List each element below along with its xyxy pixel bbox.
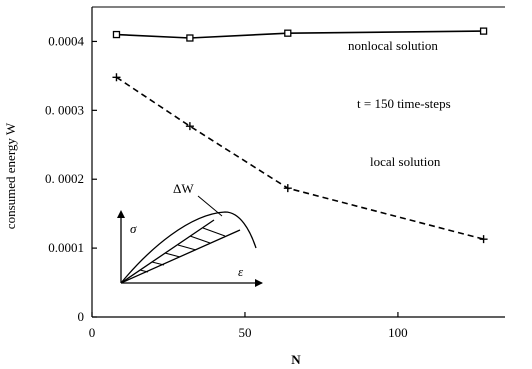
x-tick-label: 100 xyxy=(388,325,408,340)
local-solution-label: local solution xyxy=(370,154,441,169)
y-tick-label: 0. 0003 xyxy=(45,102,84,117)
plot-frame xyxy=(91,6,505,318)
timesteps-label: t = 150 time-steps xyxy=(357,96,451,111)
inset-upper-line xyxy=(120,219,215,284)
y-tick-label: 0 xyxy=(78,309,85,324)
inset-epsilon-label: ε xyxy=(238,264,244,279)
nonlocal-solution-point xyxy=(112,30,121,39)
x-ticks: 0 50 100 xyxy=(89,312,408,340)
x-tick-label: 50 xyxy=(238,325,251,340)
inset-hatching xyxy=(139,227,226,273)
x-axis-label: N xyxy=(291,352,301,367)
inset-epsilon-arrowhead xyxy=(255,279,263,287)
y-axis-label: consumed energy W xyxy=(3,122,18,229)
y-tick-label: 0.0004 xyxy=(48,33,84,48)
x-tick-label: 0 xyxy=(89,325,96,340)
y-tick-label: 0. 0002 xyxy=(45,171,84,186)
inset-sigma-arrowhead xyxy=(117,210,125,218)
nonlocal-solution-point xyxy=(479,27,488,35)
y-ticks: 0 0.0001 0. 0002 0. 0003 0.0004 xyxy=(45,33,97,324)
y-tick-label: 0.0001 xyxy=(48,240,84,255)
inset-stress-curve xyxy=(120,211,257,284)
local-solution-point xyxy=(112,73,121,82)
inset-lower-line xyxy=(120,229,241,284)
inset-sigma-label: σ xyxy=(130,221,137,236)
local-solution-point xyxy=(479,235,488,244)
nonlocal-solution-point xyxy=(284,29,292,37)
local-solution-point xyxy=(185,122,194,131)
nonlocal-solution-line xyxy=(116,30,484,39)
local-solution-line xyxy=(116,76,484,240)
inset-dw-leader xyxy=(197,195,223,217)
inset-delta-w-label: ΔW xyxy=(173,181,194,196)
stress-strain-inset xyxy=(117,195,263,287)
series-layer xyxy=(112,27,488,244)
nonlocal-solution-label: nonlocal solution xyxy=(348,38,438,53)
nonlocal-solution-point xyxy=(186,34,194,42)
local-solution-point xyxy=(283,184,292,193)
